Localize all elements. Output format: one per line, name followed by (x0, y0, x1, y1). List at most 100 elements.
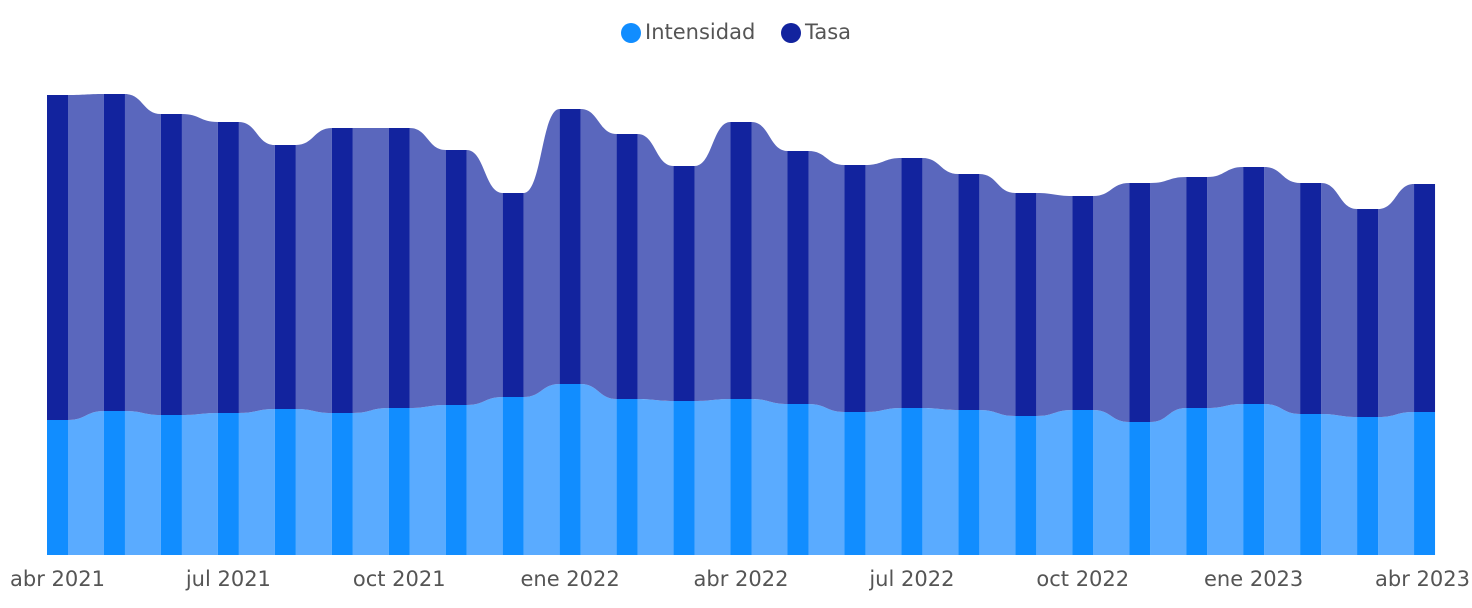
bar (1015, 416, 1037, 555)
bar (1414, 184, 1436, 412)
ribbon (181, 413, 218, 555)
bar (673, 166, 695, 401)
bar (1357, 417, 1379, 555)
x-tick-label: oct 2021 (353, 567, 446, 591)
x-tick-label: abr 2022 (694, 567, 789, 591)
legend-label: Tasa (804, 20, 851, 44)
bar (217, 413, 239, 555)
x-tick-label: ene 2022 (520, 567, 619, 591)
ribbon (637, 134, 674, 401)
ribbon (295, 128, 332, 413)
bar (958, 174, 980, 410)
bar (1414, 412, 1436, 555)
bar (1072, 196, 1094, 410)
bar (1300, 183, 1322, 414)
bar (844, 165, 866, 412)
ribbon (865, 158, 902, 412)
bar (901, 408, 923, 555)
legend-marker (621, 23, 641, 43)
ribbon (979, 410, 1016, 555)
ribbon (409, 128, 446, 408)
ribbon (238, 122, 275, 413)
ribbon (808, 404, 845, 555)
bar (445, 405, 467, 555)
bar (1300, 414, 1322, 555)
ribbon (694, 399, 731, 555)
bar (274, 145, 296, 409)
ribbon (124, 411, 161, 555)
bar (673, 401, 695, 555)
ribbon (295, 409, 332, 555)
ribbon (238, 409, 275, 555)
ribbon (751, 399, 788, 555)
x-tick-label: abr 2021 (10, 567, 105, 591)
legend-label: Intensidad (645, 20, 755, 44)
ribbon (68, 411, 104, 555)
ribbon (1207, 167, 1244, 408)
bar (1186, 177, 1208, 408)
ribbon (751, 122, 788, 404)
ribbon (523, 109, 560, 397)
x-tick-label: ene 2023 (1204, 567, 1303, 591)
bar (1186, 408, 1208, 555)
ribbon (352, 408, 389, 555)
ribbon (1036, 193, 1073, 416)
bar (559, 384, 581, 555)
ribbon (1378, 412, 1415, 555)
bar (445, 150, 467, 405)
ribbon (352, 128, 389, 413)
ribbon (466, 150, 503, 405)
ribbon (1321, 414, 1358, 555)
ribbon (580, 384, 617, 555)
bar (901, 158, 923, 408)
bar (1357, 209, 1379, 417)
ribbon (922, 158, 959, 410)
bar (1243, 404, 1265, 555)
bar (616, 134, 638, 399)
ribbon (1264, 404, 1301, 555)
ribbon (1321, 183, 1358, 417)
legend-marker (781, 23, 801, 43)
bar (388, 408, 410, 555)
ribbon (1150, 177, 1187, 422)
bar (274, 409, 296, 555)
bar (787, 404, 809, 555)
bar (616, 399, 638, 555)
bar (1072, 410, 1094, 555)
ribbon (523, 384, 560, 555)
ribbon (68, 94, 104, 420)
bar (331, 413, 353, 555)
ribbon (1150, 408, 1187, 555)
x-tick-label: jul 2022 (868, 567, 954, 591)
bar (103, 411, 125, 555)
bar (1129, 183, 1151, 422)
bar (958, 410, 980, 555)
bar (217, 122, 239, 413)
bar (1015, 193, 1037, 416)
x-tick-label: oct 2022 (1036, 567, 1129, 591)
ribbon (409, 405, 446, 555)
bar (730, 122, 752, 399)
x-tick-label: abr 2023 (1375, 567, 1470, 591)
ribbon (808, 151, 845, 412)
ribbon (1378, 184, 1415, 417)
bar (103, 94, 125, 411)
bar (844, 412, 866, 555)
ribbon (466, 397, 503, 555)
bar (160, 415, 182, 555)
bar (730, 399, 752, 555)
ribbon (1093, 183, 1130, 422)
bar (160, 114, 182, 415)
ribbon (637, 399, 674, 555)
ribbon (580, 109, 617, 399)
bar (1129, 422, 1151, 555)
ribbon (865, 408, 902, 555)
x-tick-label: jul 2021 (185, 567, 271, 591)
ribbon (694, 122, 731, 401)
bar (502, 397, 524, 555)
bar (331, 128, 353, 413)
bar (559, 109, 581, 384)
bar (47, 95, 68, 420)
ribbon (1093, 410, 1130, 555)
bar (787, 151, 809, 404)
